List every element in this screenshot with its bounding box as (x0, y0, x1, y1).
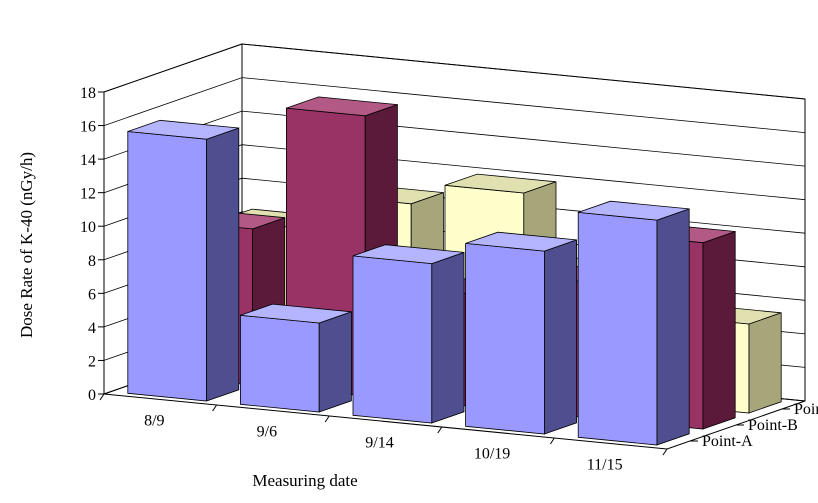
bar-front-face (127, 131, 208, 402)
gridline (103, 77, 806, 133)
x-tick-mark (437, 426, 443, 434)
bar (577, 200, 690, 446)
x-tick-label: 9/6 (257, 424, 277, 441)
bar-top-face (240, 303, 352, 324)
chart-axes (98, 91, 790, 456)
bar-side-face (206, 127, 240, 402)
x-tick-mark (99, 393, 105, 401)
bar-side-face (431, 251, 465, 424)
bar-side-face (656, 208, 690, 446)
bar-top-face (578, 200, 690, 221)
y-tick-label: 16 (80, 119, 96, 136)
chart-labels: 0 2 4 6 8 10 12 14 16 18 8/9 9/6 9/14 10/19 11/15 Point… (80, 85, 818, 474)
y-tick-label: 10 (80, 219, 96, 236)
y-tick-label: 2 (88, 353, 96, 370)
x-tick-label: 8/9 (144, 413, 164, 430)
x-axis-title: Measuring date (252, 471, 357, 490)
series-label: Point-E (794, 401, 818, 418)
bar (465, 231, 577, 435)
bar-side-face (544, 239, 577, 435)
bar-top-face (352, 244, 465, 265)
bar (239, 303, 352, 413)
x-tick-label: 10/19 (474, 446, 510, 463)
x-tick-mark (662, 448, 668, 456)
y-tick-label: 12 (80, 186, 96, 203)
y-tick-label: 14 (80, 152, 96, 169)
bar-top-face (286, 96, 398, 117)
x-tick-mark (324, 415, 330, 423)
series-label: Point-B (748, 417, 798, 434)
x-tick-label: 9/14 (365, 435, 393, 452)
bar-front-face (352, 255, 433, 424)
y-tick-label: 18 (80, 85, 96, 102)
bar-front-face (239, 314, 320, 413)
bar (352, 244, 465, 424)
chart-bars (127, 96, 782, 446)
bar-side-face (702, 230, 736, 430)
bar-side-face (318, 311, 352, 413)
x-tick-mark (549, 437, 555, 445)
y-tick-label: 4 (88, 320, 96, 337)
bar-side-face (748, 312, 782, 414)
bar (127, 119, 240, 402)
bar-front-face (577, 211, 658, 446)
y-axis-title: Dose Rate of K-40 (nGy/h) (17, 152, 36, 338)
bar-top-face (127, 119, 239, 140)
x-tick-mark (212, 404, 218, 412)
y-tick-label: 0 (88, 387, 96, 404)
x-tick-label: 11/15 (587, 457, 623, 474)
bar-front-face (465, 242, 545, 435)
y-tick-label: 8 (88, 253, 96, 270)
series-label: Point-A (702, 433, 753, 450)
bar-top-face (465, 231, 577, 252)
bar-top-face (444, 173, 557, 194)
y-tick-label: 6 (88, 286, 96, 303)
gridline (103, 43, 806, 100)
